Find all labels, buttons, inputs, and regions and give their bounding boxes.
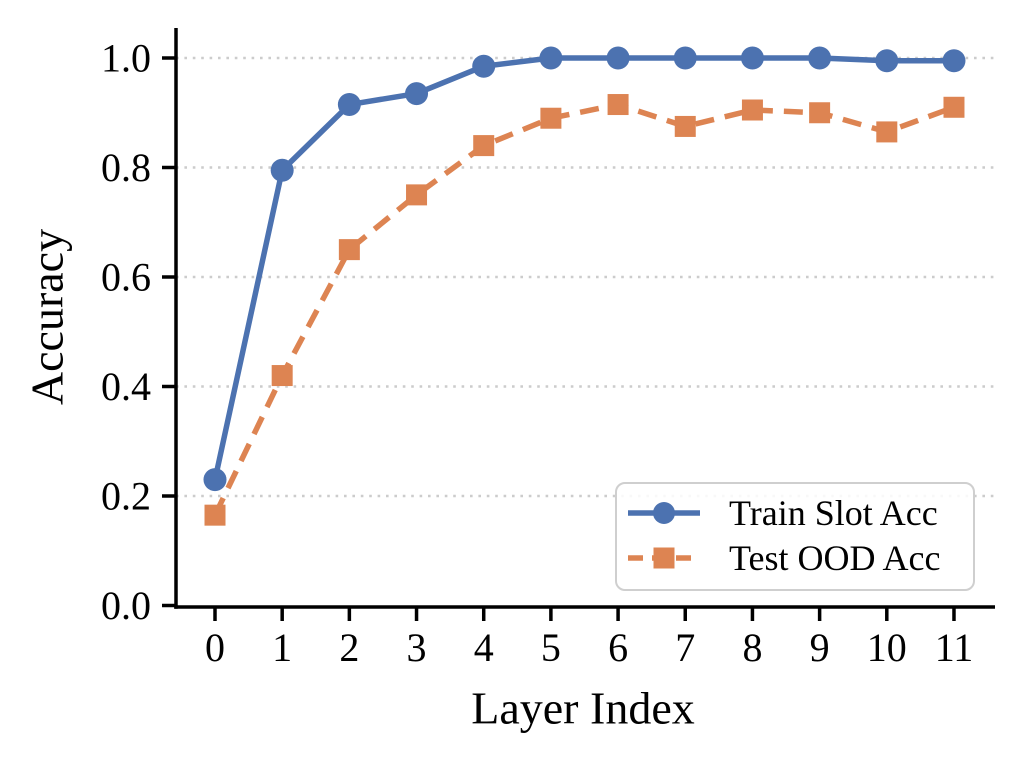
y-tick-label: 0.4 — [101, 364, 151, 409]
square-marker — [540, 107, 562, 129]
y-tick-label: 0.2 — [101, 474, 151, 519]
square-marker — [406, 184, 428, 206]
circle-marker — [808, 46, 832, 70]
y-tick-label: 0.6 — [101, 255, 151, 300]
square-marker — [338, 239, 360, 261]
circle-marker — [203, 468, 227, 492]
circle-marker — [673, 46, 697, 70]
square-marker — [674, 115, 696, 137]
legend-marker-circle-icon — [628, 502, 700, 524]
circle-marker — [337, 93, 361, 117]
legend-label-train: Train Slot Acc — [729, 493, 938, 533]
legend-marker-square-icon — [628, 547, 700, 569]
x-tick-label: 6 — [608, 625, 628, 670]
circle-marker — [270, 158, 294, 182]
y-tick-label: 0.0 — [101, 583, 151, 628]
x-tick-label: 7 — [675, 625, 695, 670]
square-marker — [607, 94, 629, 116]
legend: Train Slot Acc Test OOD Acc — [615, 482, 975, 591]
x-tick-label: 3 — [407, 625, 427, 670]
x-tick-label: 5 — [541, 625, 561, 670]
x-tick-label: 8 — [742, 625, 762, 670]
square-marker — [876, 121, 898, 143]
series-line-1 — [212, 101, 955, 517]
square-marker — [271, 365, 293, 387]
square-marker — [473, 135, 495, 157]
y-axis-label: Accuracy — [21, 228, 73, 406]
circle-marker — [875, 49, 899, 73]
square-marker — [809, 102, 831, 124]
square-marker — [943, 96, 965, 118]
circle-marker — [405, 82, 429, 106]
circle-marker — [740, 46, 764, 70]
square-marker — [741, 99, 763, 121]
x-tick-label: 10 — [867, 625, 907, 670]
x-tick-label: 11 — [935, 625, 974, 670]
legend-label-test: Test OOD Acc — [729, 538, 941, 578]
x-tick-label: 9 — [810, 625, 830, 670]
x-axis-label: Layer Index — [471, 682, 695, 734]
x-tick-label: 0 — [205, 625, 225, 670]
y-tick-label: 1.0 — [101, 36, 151, 81]
legend-item-train-slot-acc: Train Slot Acc — [627, 495, 973, 531]
x-tick-label: 1 — [272, 625, 292, 670]
square-marker — [204, 504, 226, 526]
y-tick-label: 0.8 — [101, 145, 151, 190]
legend-item-test-ood-acc: Test OOD Acc — [627, 540, 973, 576]
x-tick-label: 4 — [474, 625, 494, 670]
circle-marker — [606, 46, 630, 70]
x-tick-label: 2 — [339, 625, 359, 670]
circle-marker — [539, 46, 563, 70]
circle-marker — [472, 54, 496, 78]
circle-marker — [942, 49, 966, 73]
